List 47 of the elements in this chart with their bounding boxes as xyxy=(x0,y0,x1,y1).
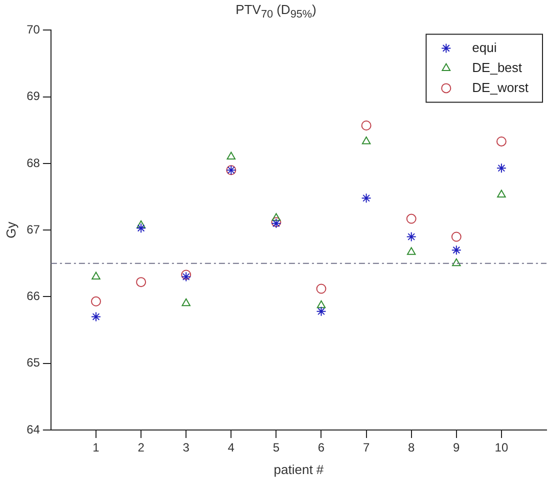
point xyxy=(316,300,326,308)
point xyxy=(316,284,326,294)
point xyxy=(406,232,416,242)
x-axis-title: patient # xyxy=(274,462,324,477)
x-tick-label: 1 xyxy=(92,440,100,455)
point xyxy=(406,247,416,255)
x-tick-label: 8 xyxy=(408,440,416,455)
point xyxy=(91,312,101,322)
y-tick-label: 68 xyxy=(26,156,40,170)
point xyxy=(91,296,101,306)
x-tick-label: 2 xyxy=(138,440,145,455)
point xyxy=(136,277,146,288)
point xyxy=(451,245,462,256)
y-tick-label: 69 xyxy=(26,89,40,104)
legend-label: equi xyxy=(472,40,497,55)
point xyxy=(362,136,371,144)
chart-title: PTV$_{70}$ (D$_{95%}$) xyxy=(234,1,318,21)
point xyxy=(496,136,506,146)
point xyxy=(406,214,416,224)
x-tick-label: 5 xyxy=(272,440,280,455)
x-tick-label: 7 xyxy=(362,440,370,455)
y-tick-label: 70 xyxy=(26,22,40,37)
y-tick-label: 67 xyxy=(26,222,40,236)
point xyxy=(136,220,146,228)
point xyxy=(272,213,281,221)
point xyxy=(361,193,372,204)
point xyxy=(92,272,100,280)
point xyxy=(497,190,506,198)
point xyxy=(182,298,190,306)
legend-label: DE_best xyxy=(472,60,522,75)
y-tick-label: 65 xyxy=(26,356,40,370)
point xyxy=(361,120,372,130)
point xyxy=(316,306,326,316)
x-tick-label: 4 xyxy=(228,440,235,455)
x-tick-label: 10 xyxy=(494,440,508,455)
point xyxy=(452,258,461,266)
y-tick-label: 64 xyxy=(26,422,40,436)
y-axis-title: Gy xyxy=(3,221,18,238)
point xyxy=(496,163,506,174)
x-tick-label: 6 xyxy=(318,440,325,455)
point xyxy=(136,223,146,234)
y-tick-label: 66 xyxy=(26,289,40,304)
legend-label: DE_worst xyxy=(472,80,529,95)
x-tick-label: 3 xyxy=(182,440,190,455)
point xyxy=(451,232,462,242)
point xyxy=(226,152,236,160)
x-tick-label: 9 xyxy=(453,440,460,455)
